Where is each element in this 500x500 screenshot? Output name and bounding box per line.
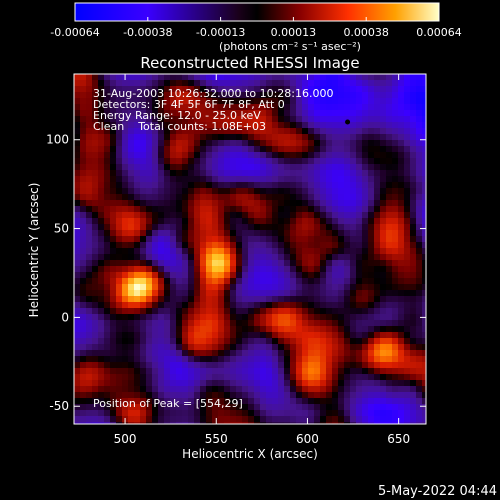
colorbar-tick-label: -0.00038 bbox=[123, 26, 172, 39]
plot-frame bbox=[73, 73, 427, 425]
y-tick-label: 0 bbox=[61, 310, 69, 324]
heatmap bbox=[74, 74, 426, 424]
annotation-line: 31-Aug-2003 10:26:32.000 to 10:28:16.000 bbox=[93, 87, 334, 100]
colorbar-tick-label: 0.00013 bbox=[271, 26, 317, 39]
annotation-line: Energy Range: 12.0 - 25.0 keV bbox=[93, 109, 261, 122]
x-tick-label: 550 bbox=[205, 432, 228, 446]
x-tick-label: 600 bbox=[296, 432, 319, 446]
colorbar-label: (photons cm⁻² s⁻¹ asec⁻²) bbox=[219, 40, 361, 53]
x-tick-label: 650 bbox=[387, 432, 410, 446]
peak-marker bbox=[345, 119, 351, 125]
annotation-line: Detectors: 3F 4F 5F 6F 7F 8F, Att 0 bbox=[93, 98, 285, 111]
timestamp: 5-May-2022 04:44 bbox=[378, 484, 497, 499]
colorbar-tick-label: 0.00064 bbox=[416, 26, 462, 39]
y-tick-label: 50 bbox=[54, 222, 69, 236]
colorbar bbox=[74, 2, 440, 22]
annotation-line: Clean Total counts: 1.08E+03 bbox=[93, 120, 266, 133]
peak-position-label: Position of Peak = [554,29] bbox=[93, 397, 243, 410]
colorbar-ticks: -0.00064 -0.00038 -0.00013 0.00013 0.00038 0.… bbox=[50, 17, 462, 39]
x-axis-label: Heliocentric X (arcsec) bbox=[182, 447, 318, 461]
colorbar-tick-label: -0.00013 bbox=[196, 26, 245, 39]
x-axis: 500 550 600 650 bbox=[114, 74, 410, 446]
y-tick-label: 100 bbox=[46, 133, 69, 147]
chart-title: Reconstructed RHESSI Image bbox=[140, 54, 359, 72]
annotations: 31-Aug-2003 10:26:32.000 to 10:28:16.000… bbox=[93, 87, 334, 133]
y-axis: -50 0 50 100 bbox=[46, 133, 426, 413]
x-tick-label: 500 bbox=[114, 432, 137, 446]
y-axis-label: Heliocentric Y (arcsec) bbox=[27, 183, 41, 318]
colorbar-tick-label: 0.00038 bbox=[343, 26, 389, 39]
colorbar-tick-label: -0.00064 bbox=[50, 26, 99, 39]
y-tick-label: -50 bbox=[49, 399, 69, 413]
